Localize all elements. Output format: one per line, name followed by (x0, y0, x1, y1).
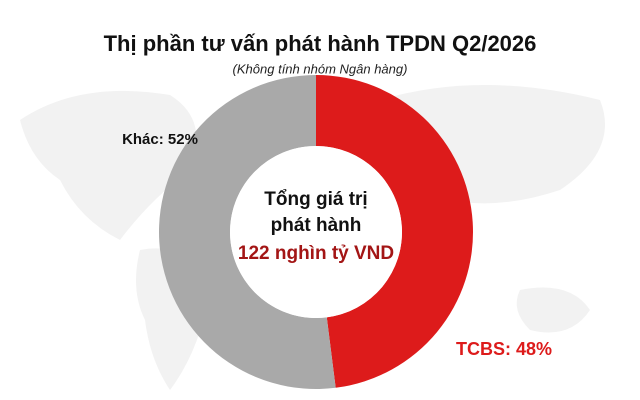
slice-label: Khác: 52% (122, 131, 198, 148)
chart-subtitle: (Không tính nhóm Ngân hàng) (233, 61, 408, 76)
donut-hole (230, 146, 402, 318)
center-value: 122 nghìn tỷ VND (238, 243, 394, 264)
slice-label: TCBS: 48% (456, 339, 552, 359)
chart-title: Thị phần tư vấn phát hành TPDN Q2/2026 (104, 31, 537, 56)
donut-slice (159, 75, 336, 389)
donut-slice (316, 75, 474, 388)
center-text: phát hành (271, 215, 362, 236)
center-text: Tổng giá trị (264, 189, 367, 210)
